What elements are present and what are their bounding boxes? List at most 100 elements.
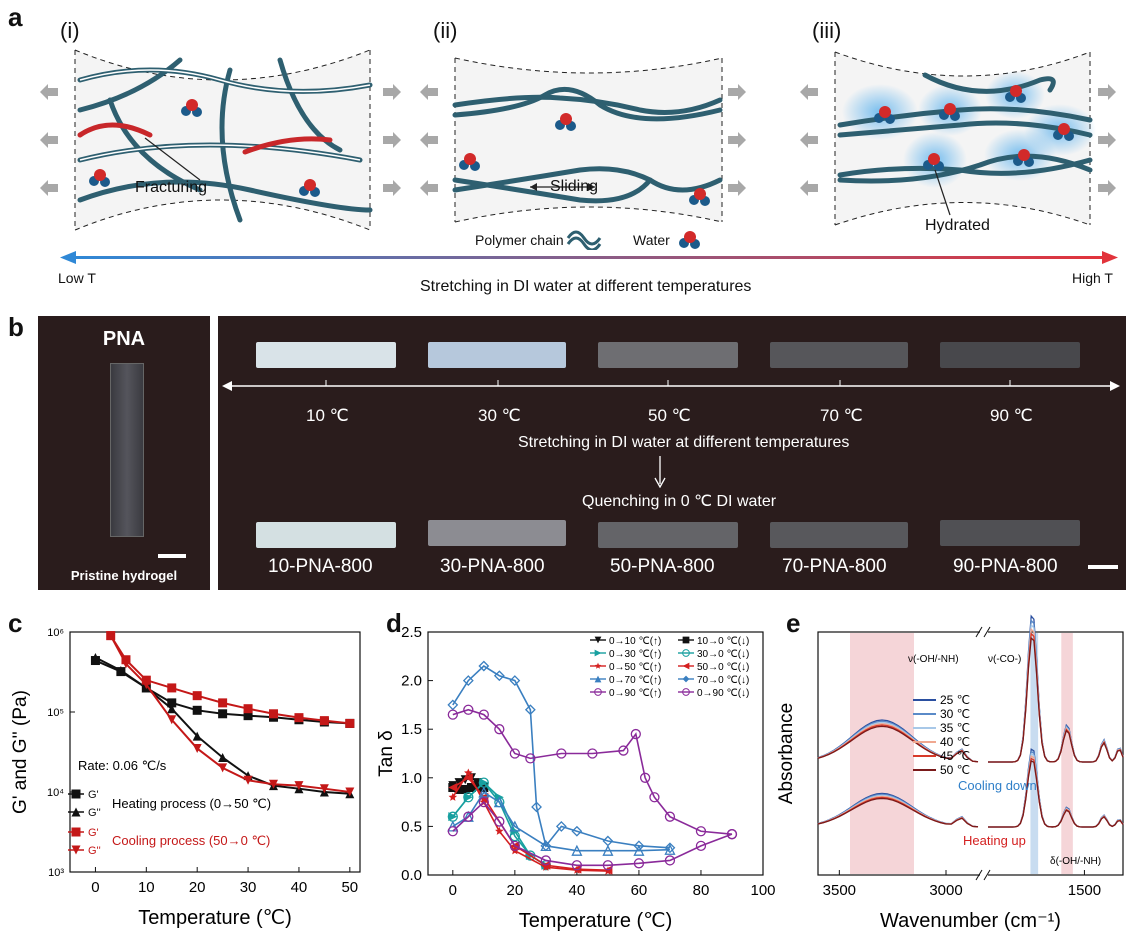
strip-30-quenched (428, 520, 566, 546)
panel-e-label: e (786, 608, 801, 638)
stretched-photo: 10 ℃ 30 ℃ 50 ℃ 70 ℃ 90 ℃ Stretching in D… (218, 316, 1126, 590)
chart-e-spectrum-right (988, 614, 1124, 763)
chart-d-legend-label: 0→90 ℃(↓) (697, 688, 749, 699)
chart-c-series-3 (106, 631, 355, 797)
chart-c-point (218, 698, 228, 708)
scale-bar-right (1088, 565, 1118, 569)
chart-d-point (602, 860, 614, 871)
chart-e-break-mark (975, 869, 983, 881)
chart-d-point (509, 830, 521, 842)
sample-90-label: 90-PNA-800 (953, 556, 1058, 577)
strip-10-stretched (256, 342, 396, 368)
chart-d-legend-label: 30→0 ℃(↓) (697, 649, 749, 660)
chart-c-legend-label: G' (88, 827, 99, 839)
chart-d-legend-marker (682, 662, 690, 670)
chart-c-xtick-label: 20 (189, 879, 206, 896)
chart-c-point (167, 683, 177, 693)
chart-c-xlabel: Temperature (℃) (138, 907, 292, 929)
gradient-caption: Stretching in DI water at different temp… (420, 278, 752, 295)
chart-c-point (192, 731, 202, 741)
chart-c-legend-label: G' (88, 789, 99, 801)
water-molecule-icon (679, 231, 700, 249)
chart-e-legend-label: 50 ℃ (940, 763, 970, 777)
chart-e-break-bottom-mask (980, 871, 988, 879)
chart-d-point (587, 748, 598, 759)
schematic-iii (800, 51, 1116, 226)
chart-e-legend-label: 45 ℃ (940, 749, 970, 763)
chart-d-legend-label: 0→90 ℃(↑) (609, 688, 661, 699)
legend-polymer-label: Polymer chain (475, 232, 564, 248)
chart-c-line (94, 656, 350, 795)
pristine-photo: PNA Pristine hydrogel (38, 316, 210, 590)
chart-c-ytick-label: 10⁵ (47, 707, 64, 719)
chart-d-point (649, 792, 660, 803)
chart-d-legend-marker (682, 636, 690, 644)
panel-a-iii-label: (iii) (812, 18, 842, 43)
chart-c-xtick-label: 50 (341, 879, 358, 896)
polymer-chain-icon (566, 230, 602, 246)
low-t-label: Low T (58, 270, 96, 286)
chart-d-point (664, 811, 676, 822)
chart-d-point (602, 835, 614, 847)
chart-c-point (269, 709, 279, 719)
chart-d-legend-marker (682, 649, 690, 657)
chart-d-ytick-label: 2.5 (401, 624, 422, 641)
chart-d-point (495, 826, 504, 835)
chart-c-legend-marker (71, 827, 81, 837)
chart-d-legend-marker (594, 636, 602, 644)
chart-e: 3500 3000 1500 Wavenumber (cm⁻¹) Absorbance 2… (778, 614, 1124, 932)
chart-e-legend-label: 35 ℃ (940, 721, 970, 735)
chart-c-point (243, 704, 253, 714)
chart-c-point (345, 718, 355, 728)
temp-50-label: 50 ℃ (648, 406, 691, 425)
chart-d-series-7 (447, 660, 676, 854)
chart-e-spectrum-left (817, 725, 979, 763)
chart-c-point (218, 763, 228, 773)
pna-title: PNA (102, 328, 146, 350)
chart-c-point (345, 787, 355, 797)
chart-d-point (571, 860, 583, 871)
chart-d-point (509, 820, 521, 832)
chart-c-point (167, 715, 177, 725)
chart-c-legend-label: G'' (88, 807, 101, 819)
chart-c-point (167, 704, 177, 714)
strip-70-quenched (770, 522, 908, 548)
chart-e-xtick-label: 3000 (929, 882, 962, 899)
chart-c-ylabel: G' and G'' (Pa) (10, 690, 31, 814)
panel-a-i-label: (i) (60, 18, 80, 43)
chart-d-point (447, 826, 458, 837)
chart-c-point (294, 713, 304, 723)
chart-d-point (463, 811, 474, 822)
chart-e-heating-annotation: Heating up (963, 833, 1026, 848)
chart-c-legend-marker (71, 807, 81, 817)
chart-d-legend-marker (682, 675, 690, 683)
chart-c-legend-marker (71, 845, 81, 855)
scale-bar (158, 554, 186, 558)
chart-d-point (524, 704, 536, 716)
chart-d-legend-label: 70→0 ℃(↓) (697, 675, 749, 686)
chart-c: 0 10 20 30 40 50 10³ 10⁴ 10⁵ 10⁶ Temperature (℃) G'… (10, 627, 361, 929)
chart-d-point (454, 784, 464, 794)
chart-d-point (448, 792, 458, 801)
sample-10-label: 10-PNA-800 (268, 556, 373, 577)
temp-90-label: 90 ℃ (990, 406, 1033, 425)
chart-d-point (695, 840, 707, 851)
down-arrow (654, 456, 666, 488)
strip-50-quenched (598, 522, 738, 548)
pristine-label: Pristine hydrogel (70, 568, 178, 583)
chart-c-legend-marker (71, 789, 81, 799)
chart-c-point (141, 680, 151, 690)
chart-c-point (218, 752, 228, 762)
chart-d-legend-label: 0→70 ℃(↑) (609, 675, 661, 686)
chart-d-legend-marker (594, 662, 602, 669)
chart-e-oh-annotation: ν(-OH/-NH) (908, 654, 959, 665)
chart-c-legend-label: G'' (88, 845, 101, 857)
chart-d-point (463, 792, 474, 803)
chart-e-break-mark (983, 626, 991, 638)
chart-e-break-mark (983, 869, 991, 881)
chart-c-annotation: Rate: 0.06 ℃/s (78, 758, 167, 773)
chart-c-point (192, 705, 202, 715)
strip-90-stretched (940, 342, 1080, 368)
chart-d-point (478, 786, 490, 798)
chart-d-point (509, 675, 521, 687)
